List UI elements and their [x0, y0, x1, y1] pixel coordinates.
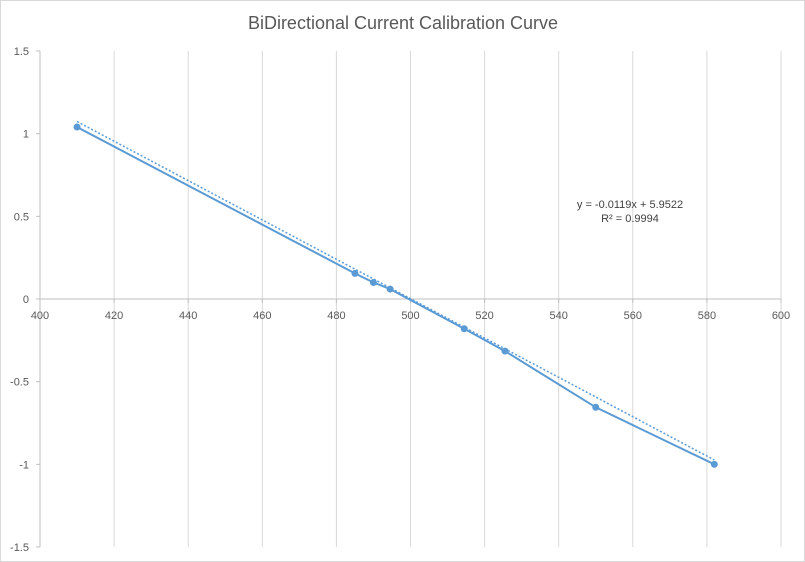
data-point — [592, 403, 600, 411]
y-tick-label: 1 — [23, 129, 29, 141]
trendline-equation: y = -0.0119x + 5.9522 — [577, 199, 683, 211]
data-point — [73, 123, 81, 131]
x-tick-label: 420 — [105, 310, 123, 322]
x-tick-label: 580 — [698, 310, 716, 322]
y-tick-label: 0 — [23, 294, 29, 306]
y-tick-labels: 1.5 1 0.5 0 -0.5 -1 -1.5 — [10, 46, 29, 554]
x-tick-label: 460 — [253, 310, 271, 322]
y-tick-label: -1.5 — [10, 542, 29, 554]
chart-title: BiDirectional Current Calibration Curve — [248, 13, 558, 33]
data-point — [369, 278, 377, 286]
x-tick-label: 500 — [401, 310, 419, 322]
trendline-layer — [76, 120, 715, 461]
y-tick-label: -1 — [19, 459, 29, 471]
x-tick-label: 540 — [550, 310, 568, 322]
y-tick-label: 0.5 — [14, 211, 29, 223]
x-tick-label: 600 — [772, 310, 790, 322]
data-point — [501, 347, 509, 355]
trendline-annotation: y = -0.0119x + 5.9522 R² = 0.9994 — [577, 199, 683, 225]
x-tick-label: 400 — [31, 310, 49, 322]
y-tick-label: -0.5 — [10, 377, 29, 389]
trendline-r-squared: R² = 0.9994 — [601, 213, 659, 225]
x-tick-label: 560 — [624, 310, 642, 322]
x-tick-labels: 400 420 440 460 480 500 520 540 560 580 600 — [31, 310, 790, 322]
x-tick-label: 440 — [179, 310, 197, 322]
x-tick-label: 520 — [475, 310, 493, 322]
y-tick-label: 1.5 — [14, 46, 29, 58]
series-line — [76, 126, 715, 466]
data-point — [710, 460, 718, 468]
linear-trendline — [76, 120, 715, 461]
data-point — [351, 269, 359, 277]
data-series — [73, 123, 718, 468]
x-tick-label: 480 — [327, 310, 345, 322]
